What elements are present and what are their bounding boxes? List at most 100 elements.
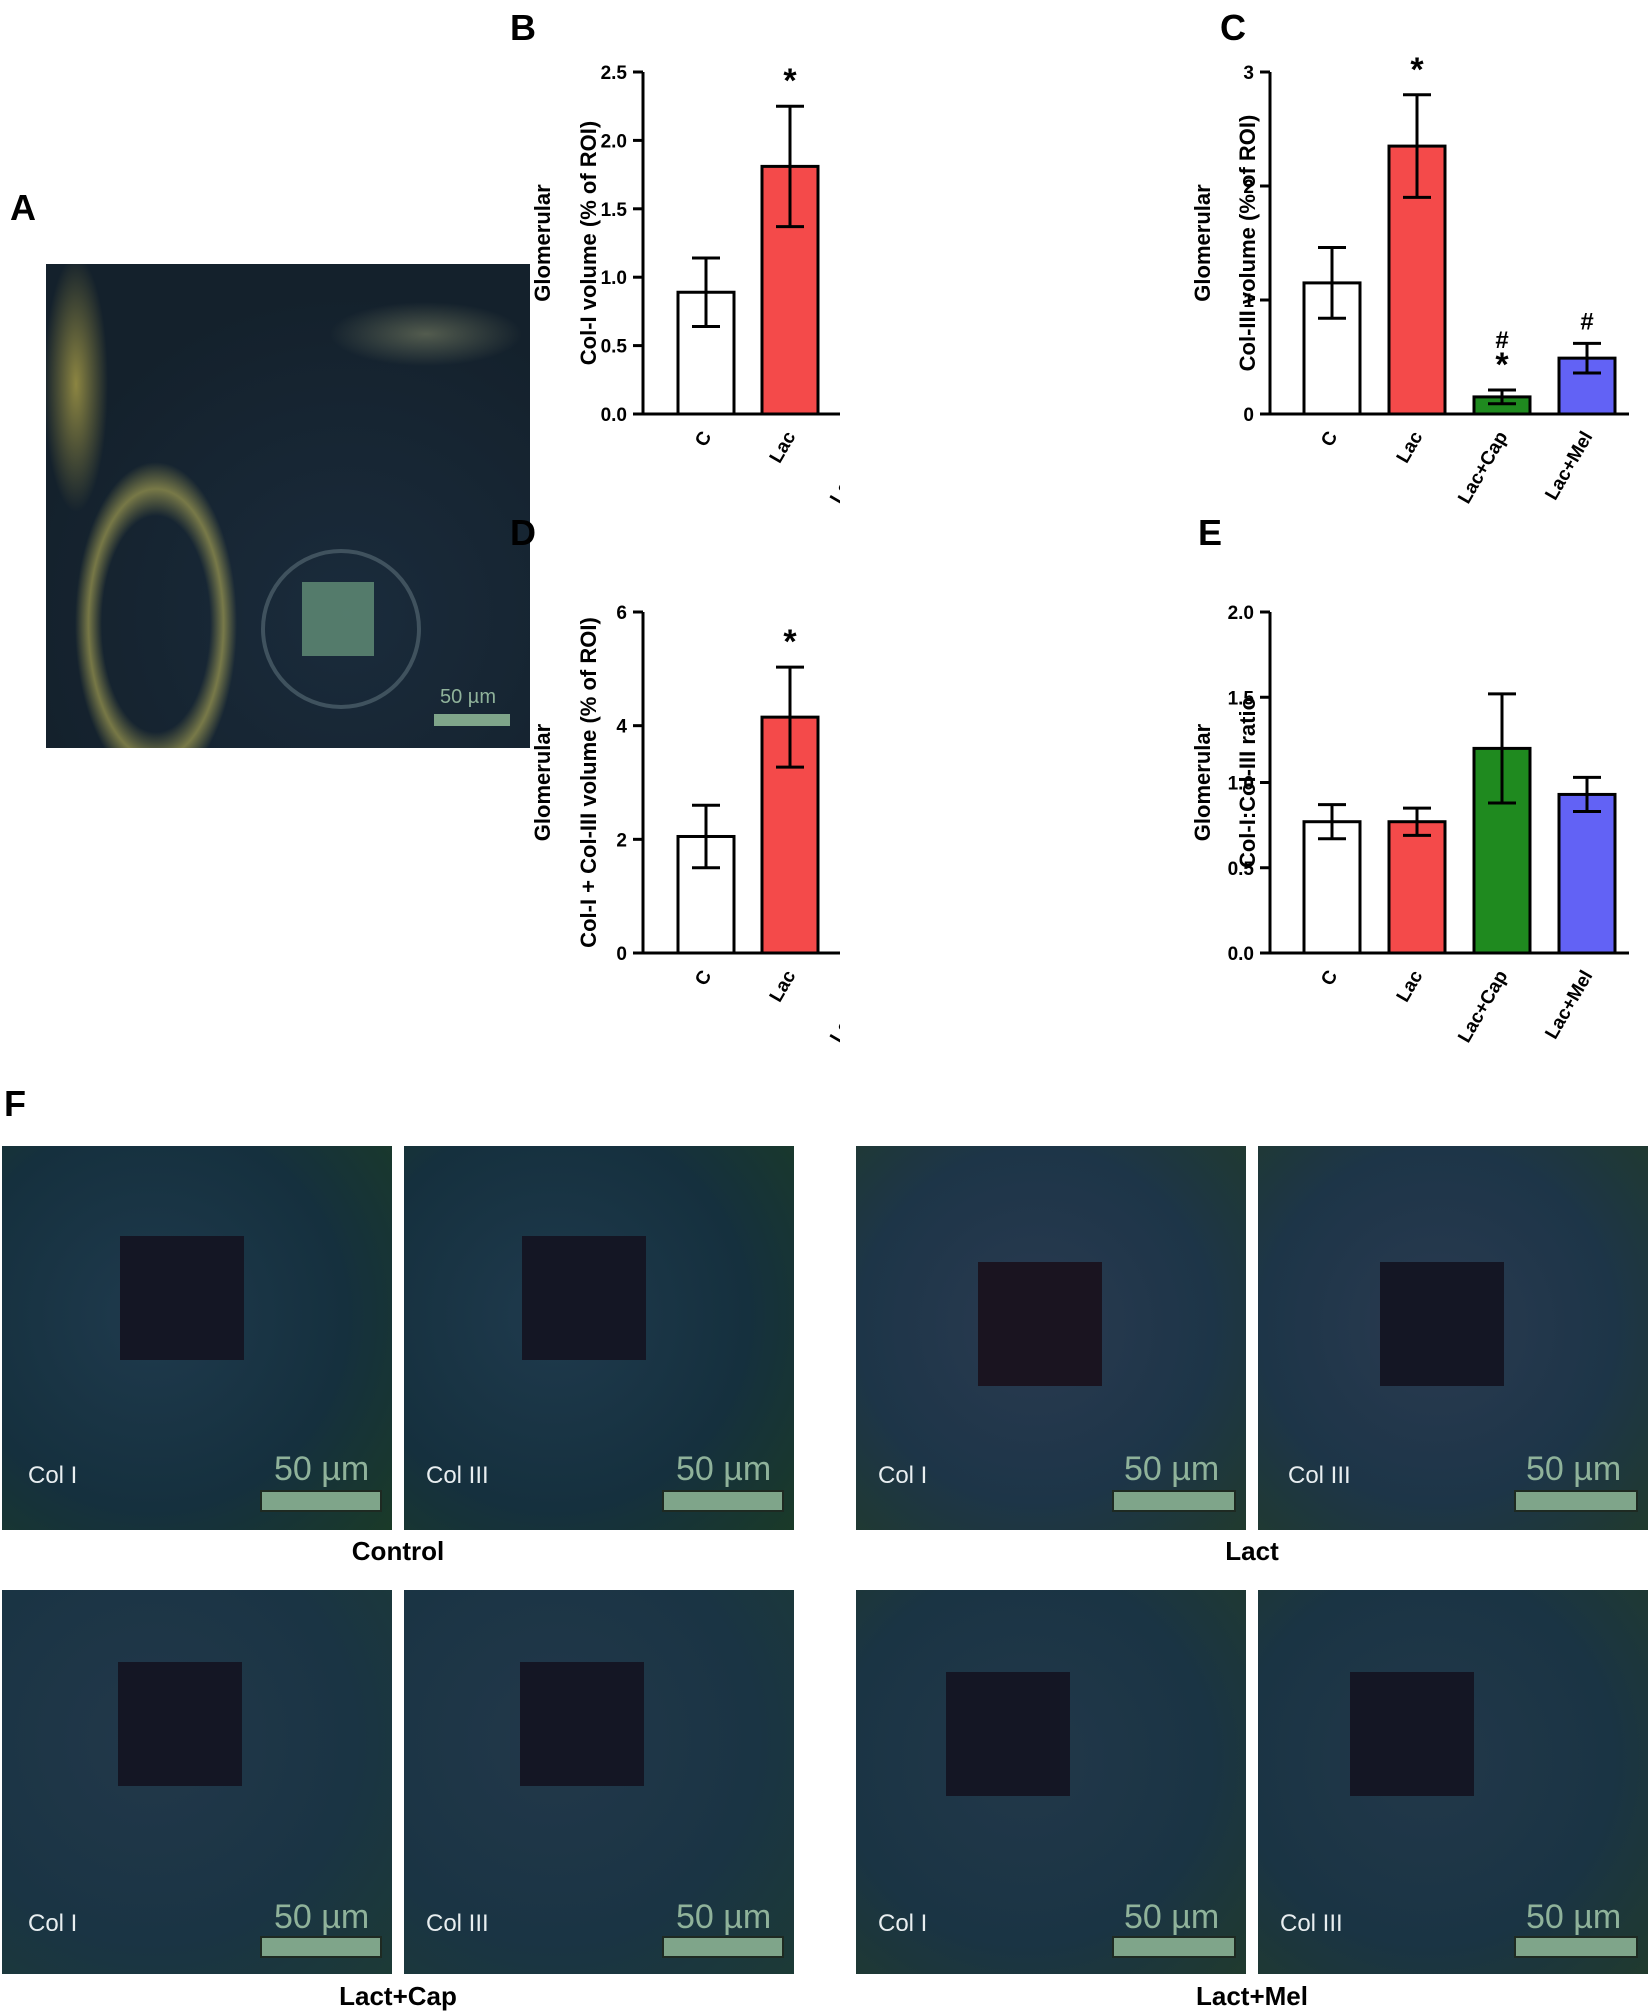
significance-mark: * [1410, 51, 1424, 89]
scale-label: 50 µm [676, 1898, 772, 1936]
micrograph-lactcap-col3: Col III 50 µm [404, 1590, 794, 1974]
roi-square [522, 1236, 646, 1360]
y-tick-label: 2 [616, 830, 627, 851]
group-label-lactcap: Lact+Cap [339, 1981, 457, 2011]
col-label: Col III [1288, 1462, 1351, 1489]
y-axis-label-line2: Col-I:Col-III ratio [1235, 697, 1260, 868]
x-tick-label: C [691, 428, 716, 451]
y-tick-label: 1.5 [601, 200, 628, 221]
bar-lac [1387, 820, 1447, 955]
panel-a-scale-label: 50 µm [440, 686, 496, 708]
y-axis-label-line1: Glomerular [1190, 723, 1215, 841]
y-tick-label: 0 [616, 944, 627, 965]
panel-letter: C [1220, 7, 1246, 48]
y-tick-label: 1 [1243, 291, 1254, 312]
roi-square [1380, 1262, 1504, 1386]
x-tick-label: Lac [766, 967, 801, 1006]
y-tick-label: 2.0 [1228, 603, 1254, 624]
col-label: Col I [878, 1910, 928, 1937]
y-tick-label: 2.0 [601, 131, 627, 152]
x-tick-label: Lac+Mel [1541, 967, 1597, 1043]
panel-a-glomerulus-ring [261, 549, 421, 709]
chart-d: D 0 2 4 6 Glomerular Col-I + Col-III volume (%… [510, 512, 840, 1045]
y-tick-label: 4 [616, 717, 627, 738]
scale-label: 50 µm [1526, 1450, 1622, 1488]
roi-square [520, 1662, 644, 1786]
x-tick-label: Lac [766, 428, 801, 467]
chart-c-group: C 0 1 2 3 Glomerular Col-III volume (% of ROI)… [1190, 7, 1629, 508]
y-axis-label-line1: Glomerular [1190, 184, 1215, 302]
micrograph-lact-col3: Col III 50 µm [1258, 1146, 1648, 1530]
panel-letter: E [1198, 512, 1222, 553]
y-tick-label: 1.5 [1228, 688, 1255, 709]
col-label: Col I [28, 1910, 78, 1937]
y-tick-label: 1.0 [1228, 774, 1254, 795]
col-label: Col I [28, 1462, 78, 1489]
scale-bar [1514, 1936, 1638, 1958]
scale-bar [1112, 1490, 1236, 1512]
col-label: Col III [426, 1462, 489, 1489]
micrograph-lactmel-col3: Col III 50 µm [1258, 1590, 1648, 1974]
y-tick-label: 0.5 [1228, 859, 1255, 880]
micrograph-lactmel-col1: Col I 50 µm [856, 1590, 1246, 1974]
y-tick-label: 0.0 [601, 405, 627, 426]
significance-mark: * [1495, 346, 1509, 384]
micrograph-control-col3: Col III 50 µm [404, 1146, 794, 1530]
panel-a-roi-square [302, 582, 374, 656]
panel-letter: D [510, 512, 536, 553]
roi-square [978, 1262, 1102, 1386]
significance-mark: # [1495, 327, 1508, 354]
x-tick-label: Lac [1393, 428, 1428, 467]
significance-mark: * [783, 623, 797, 661]
scale-bar [260, 1936, 382, 1958]
roi-square [120, 1236, 244, 1360]
y-tick-label: 2.5 [601, 63, 628, 84]
scale-label: 50 µm [274, 1898, 370, 1936]
scale-label: 50 µm [274, 1450, 370, 1488]
y-axis-label-line2: Col-I volume (% of ROI) [576, 121, 601, 365]
x-tick-label: Lac+Cap [1454, 428, 1512, 508]
roi-square [946, 1672, 1070, 1796]
y-tick-label: 0 [1243, 405, 1254, 426]
bar-lac-mel [1557, 792, 1617, 955]
panel-f-letter: F [4, 1083, 26, 1124]
bar-c [1302, 820, 1362, 955]
x-tick-label: C [1317, 967, 1342, 990]
roi-square [1350, 1672, 1474, 1796]
x-tick-label: C [691, 967, 716, 990]
y-tick-label: 2 [1243, 177, 1254, 198]
scale-bar [662, 1936, 784, 1958]
chart-d-group: D 0 2 4 6 Glomerular Col-I + Col-III volume (%… [510, 512, 840, 1045]
col-label: Col III [426, 1910, 489, 1937]
y-axis-label-line1: Glomerular [530, 723, 555, 841]
y-tick-label: 1.0 [601, 268, 627, 289]
significance-mark: # [1580, 308, 1593, 335]
col-label: Col III [1280, 1910, 1343, 1937]
panel-a-micrograph: 50 µm [46, 264, 530, 748]
micrograph-lactcap-col1: Col I 50 µm [2, 1590, 392, 1974]
y-tick-label: 3 [1243, 63, 1254, 84]
scale-bar [662, 1490, 784, 1512]
panel-a-scale-bar [434, 714, 510, 726]
roi-square [118, 1662, 242, 1786]
group-label-lact: Lact [1225, 1536, 1279, 1566]
y-tick-label: 6 [616, 603, 627, 624]
panel-letter: B [510, 7, 536, 48]
significance-mark: * [783, 62, 797, 100]
chart-c: C 0 1 2 3 Glomerular Col-III volume (% of ROI)… [1190, 7, 1629, 508]
group-label-lactmel: Lact+Mel [1196, 1981, 1308, 2011]
chart-e-group: E 0.0 0.5 1.0 1.5 2.0 Glomerular Col-I:Col-III … [1190, 512, 1629, 1045]
chart-b-group: B 0.0 0.5 1.0 1.5 2.0 2.5 Glomerular Col-I volum… [510, 7, 840, 508]
chart-b: B 0.0 0.5 1.0 1.5 2.0 2.5 Glomerular Col-I volum… [510, 7, 840, 508]
scale-bar [1514, 1490, 1638, 1512]
y-axis-label-line1: Glomerular [530, 184, 555, 302]
micrograph-lact-col1: Col I 50 µm [856, 1146, 1246, 1530]
scale-bar [260, 1490, 382, 1512]
panel-a-letter: A [10, 187, 36, 228]
y-tick-label: 0.5 [601, 337, 628, 358]
x-tick-label: Lac+Mel [1541, 428, 1597, 504]
scale-bar [1112, 1936, 1236, 1958]
x-tick-label: C [1317, 428, 1342, 451]
scale-label: 50 µm [1526, 1898, 1622, 1936]
x-tick-label: Lac [1393, 967, 1428, 1006]
